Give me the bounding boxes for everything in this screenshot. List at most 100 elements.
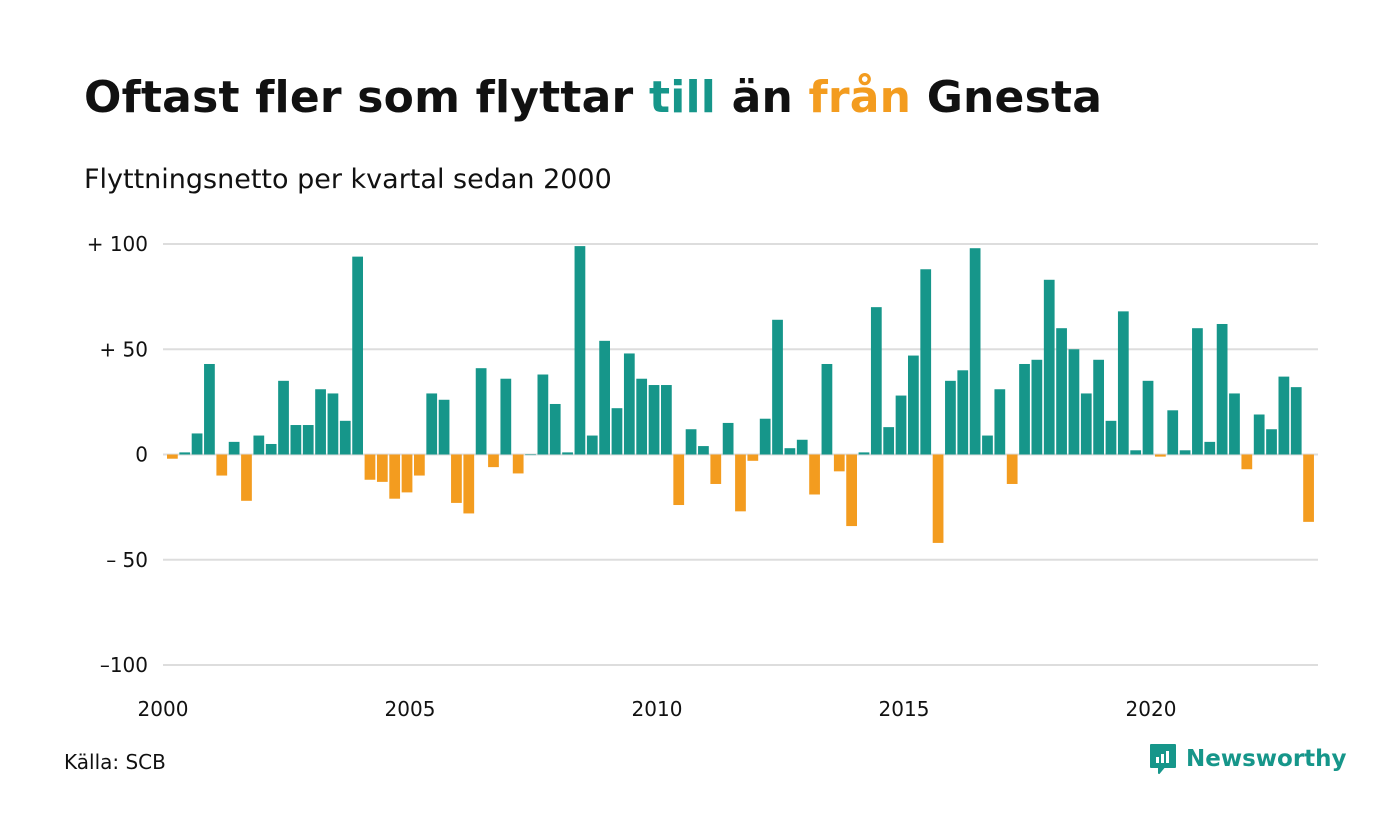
title-till: till xyxy=(648,72,717,123)
bar xyxy=(969,248,981,455)
bar xyxy=(1253,414,1265,455)
bar xyxy=(241,454,252,501)
bar xyxy=(179,452,191,455)
bar xyxy=(191,433,203,455)
bar xyxy=(1105,420,1117,455)
title-part-2: än xyxy=(716,72,809,123)
bar xyxy=(586,435,598,455)
bar xyxy=(204,363,215,455)
bar xyxy=(1179,450,1191,455)
bar xyxy=(1130,450,1142,455)
bar xyxy=(302,425,314,455)
bar xyxy=(1056,328,1067,455)
bar xyxy=(1031,359,1043,455)
bar xyxy=(562,452,573,455)
y-tick-label: + 50 xyxy=(99,337,148,361)
y-tick-label: – 50 xyxy=(106,548,148,572)
bar xyxy=(1192,328,1203,455)
bar xyxy=(1241,454,1253,470)
bar xyxy=(833,454,845,472)
y-axis-labels: + 100 + 50 0 – 50 –100 xyxy=(87,232,148,677)
bar xyxy=(698,446,709,455)
chart-subtitle: Flyttningsnetto per kvartal sedan 2000 xyxy=(84,164,612,195)
bar xyxy=(722,422,734,455)
bar xyxy=(599,340,610,455)
bar xyxy=(290,425,302,455)
bar xyxy=(1278,376,1290,455)
x-tick-label: 2010 xyxy=(632,697,683,721)
bar xyxy=(216,454,228,476)
bar xyxy=(352,256,363,455)
bar xyxy=(364,454,376,480)
bar xyxy=(945,380,956,455)
bar xyxy=(685,429,697,455)
bar xyxy=(1142,380,1154,455)
bar xyxy=(809,454,820,495)
bar xyxy=(1290,387,1302,455)
bar xyxy=(870,307,882,455)
x-tick-label: 2020 xyxy=(1126,697,1177,721)
bar xyxy=(376,454,388,482)
bar xyxy=(1216,323,1228,455)
x-tick-label: 2005 xyxy=(385,697,436,721)
bar xyxy=(611,408,623,455)
bar xyxy=(1266,429,1277,455)
bar xyxy=(253,435,265,455)
bar xyxy=(525,454,536,456)
bar xyxy=(1117,311,1129,455)
bar xyxy=(167,454,178,459)
bar xyxy=(1019,363,1030,455)
bar xyxy=(475,368,487,455)
title-fran: från xyxy=(808,72,912,123)
bar xyxy=(957,370,969,455)
bar xyxy=(821,363,833,455)
x-tick-label: 2000 xyxy=(138,697,189,721)
bar xyxy=(1080,393,1092,455)
bar xyxy=(1204,441,1216,455)
bar xyxy=(327,393,339,455)
bar xyxy=(796,439,808,455)
bar xyxy=(636,378,648,455)
newsworthy-brand: Newsworthy xyxy=(1148,742,1347,776)
bar xyxy=(932,454,944,543)
bar xyxy=(537,374,549,455)
bar xyxy=(1043,279,1055,455)
bar xyxy=(710,454,722,484)
bar xyxy=(451,454,462,503)
bar xyxy=(908,355,919,455)
bar xyxy=(759,418,771,455)
bar xyxy=(1068,349,1080,455)
chart-title: Oftast fler som flyttar till än från Gne… xyxy=(84,72,1102,123)
bar xyxy=(623,353,635,455)
bar xyxy=(772,319,783,455)
bar xyxy=(661,385,672,455)
bar xyxy=(982,435,993,455)
bar xyxy=(895,395,907,455)
bar xyxy=(747,454,759,461)
bar xyxy=(920,269,932,455)
y-tick-label: 0 xyxy=(135,443,148,467)
bar xyxy=(315,389,326,455)
bars xyxy=(167,246,1314,543)
bar xyxy=(858,452,870,455)
title-part-1: Oftast fler som flyttar xyxy=(84,72,649,123)
bar xyxy=(673,454,685,506)
bar xyxy=(278,380,289,455)
bar xyxy=(228,441,240,455)
brand-name: Newsworthy xyxy=(1186,746,1347,772)
newsworthy-logo-icon xyxy=(1150,744,1176,774)
bar xyxy=(339,420,351,455)
bar xyxy=(883,427,895,455)
x-tick-label: 2015 xyxy=(879,697,930,721)
bar xyxy=(994,389,1006,455)
bar xyxy=(1303,454,1314,522)
bar xyxy=(1093,359,1104,455)
bar xyxy=(512,454,524,474)
y-tick-label: + 100 xyxy=(87,232,148,256)
bar xyxy=(389,454,401,499)
bar xyxy=(574,246,586,455)
x-axis-labels: 2000 2005 2010 2015 2020 xyxy=(138,697,1177,721)
bar xyxy=(463,454,475,514)
bar xyxy=(784,448,796,455)
bar xyxy=(414,454,425,476)
